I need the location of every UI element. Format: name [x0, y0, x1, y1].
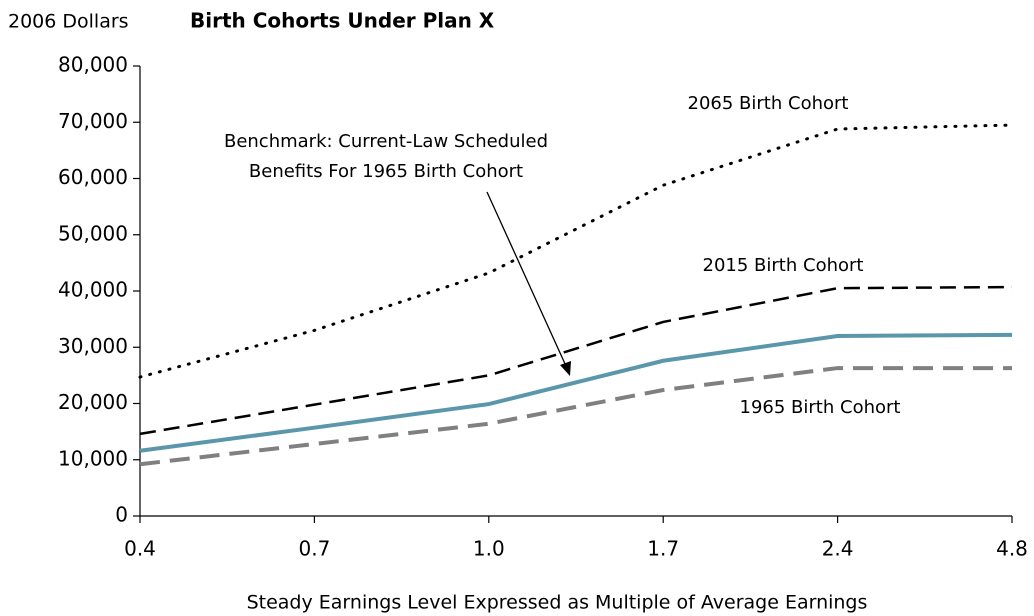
y-tick-label: 50,000 — [58, 221, 128, 245]
arrow-head — [560, 361, 571, 376]
x-tick-label: 1.7 — [647, 537, 679, 561]
series-label: 2015 Birth Cohort — [703, 255, 864, 276]
x-tick-label: 0.4 — [124, 537, 156, 561]
series-line — [139, 285, 1013, 436]
series-line — [138, 123, 1014, 379]
y-tick-label: 0 — [115, 503, 128, 527]
y-tick-label: 80,000 — [58, 53, 128, 77]
x-tick-label: 2.4 — [822, 537, 854, 561]
series-label: Benefits For 1965 Birth Cohort — [249, 161, 523, 182]
series-line — [139, 366, 1012, 467]
series-label: 1965 Birth Cohort — [740, 397, 901, 418]
series-label: 2065 Birth Cohort — [688, 93, 849, 114]
series-label: Benchmark: Current-Law Scheduled — [224, 131, 548, 152]
chart-title: Birth Cohorts Under Plan X — [190, 9, 495, 33]
y-tick-label: 30,000 — [58, 334, 128, 358]
y-tick-label: 40,000 — [58, 278, 128, 302]
y-tick-label: 20,000 — [58, 390, 128, 414]
x-tick-label: 1.0 — [473, 537, 505, 561]
y-tick-label: 10,000 — [58, 446, 128, 470]
y-tick-label: 70,000 — [58, 109, 128, 133]
annotation-arrow — [486, 191, 567, 367]
series-line — [139, 332, 1013, 453]
y-tick-label: 60,000 — [58, 165, 128, 189]
x-tick-label: 0.7 — [298, 537, 330, 561]
y-axis-label: 2006 Dollars — [8, 11, 129, 33]
x-tick-label: 4.8 — [996, 537, 1028, 561]
x-axis-label: Steady Earnings Level Expressed as Multi… — [247, 592, 868, 614]
